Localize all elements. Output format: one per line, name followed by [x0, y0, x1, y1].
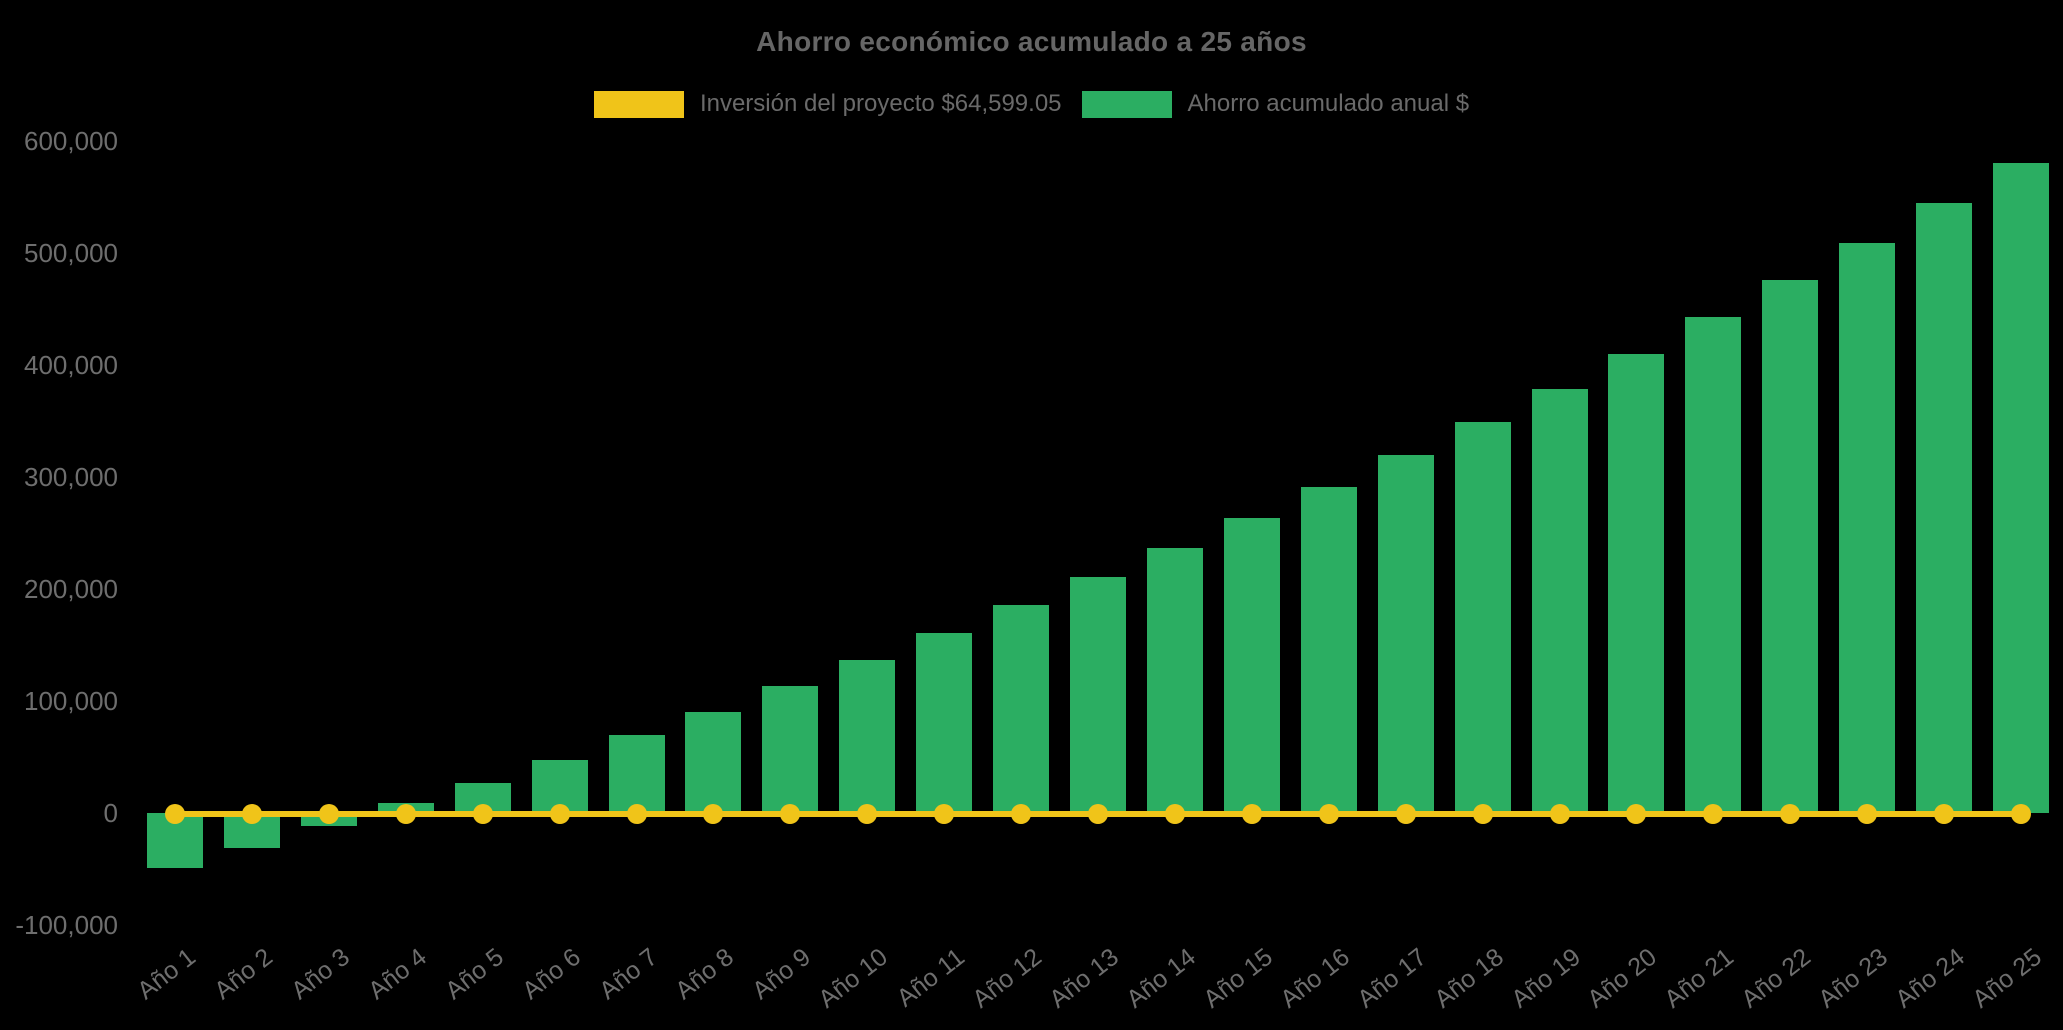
legend-swatch-yellow [593, 90, 684, 118]
bar-ano-20 [1608, 354, 1665, 813]
investment-point-ano-23 [1857, 804, 1878, 824]
investment-point-ano-7 [626, 804, 647, 824]
investment-point-ano-13 [1088, 804, 1109, 824]
investment-point-ano-3 [318, 804, 339, 824]
bar-ano-25 [1993, 162, 2050, 813]
investment-point-ano-20 [1626, 804, 1647, 824]
investment-point-ano-16 [1318, 804, 1339, 824]
legend-label-inversion: Inversión del proyecto $64,599.05 [699, 90, 1062, 117]
investment-point-ano-12 [1011, 804, 1032, 824]
bar-ano-17 [1377, 455, 1434, 813]
investment-point-ano-24 [1934, 804, 1955, 824]
bar-ano-9 [762, 685, 819, 813]
investment-point-ano-22 [1780, 804, 1801, 824]
investment-point-ano-2 [241, 804, 262, 824]
investment-point-ano-4 [395, 804, 416, 824]
y-axis-tick-label: 300,000 [24, 462, 118, 492]
y-axis-tick-label: 200,000 [24, 574, 118, 604]
y-axis-tick-label: 600,000 [24, 126, 118, 156]
bar-ano-7 [608, 735, 665, 813]
chart-legend: Inversión del proyecto $64,599.05 Ahorro… [0, 90, 2063, 118]
bar-ano-16 [1300, 487, 1357, 813]
investment-point-ano-21 [1703, 804, 1724, 824]
bar-ano-24 [1916, 203, 1973, 813]
bar-ano-19 [1531, 389, 1588, 813]
investment-point-ano-1 [165, 804, 185, 824]
bar-ano-15 [1223, 517, 1280, 813]
investment-point-ano-25 [2011, 804, 2032, 824]
investment-point-ano-18 [1472, 804, 1493, 824]
bar-ano-23 [1839, 242, 1896, 813]
legend-swatch-green [1081, 90, 1172, 118]
investment-point-ano-5 [472, 804, 493, 824]
bar-ano-13 [1070, 576, 1127, 813]
chart-title: Ahorro económico acumulado a 25 años [756, 26, 1307, 57]
investment-point-ano-10 [857, 804, 878, 824]
investment-point-ano-6 [549, 804, 570, 824]
legend-label-ahorro: Ahorro acumulado anual $ [1187, 90, 1470, 117]
y-axis-tick-label: -100,000 [15, 910, 118, 940]
investment-point-ano-14 [1164, 804, 1185, 824]
legend-item-ahorro[interactable]: Ahorro acumulado anual $ [1081, 90, 1470, 118]
investment-point-ano-8 [703, 804, 724, 824]
y-axis-tick-label: 500,000 [24, 238, 118, 268]
investment-point-ano-15 [1241, 804, 1262, 824]
investment-point-ano-17 [1395, 804, 1416, 824]
bar-ano-10 [839, 660, 896, 813]
bar-ano-11 [916, 633, 973, 813]
bar-ano-8 [685, 711, 742, 813]
y-axis-tick-label: 0 [103, 798, 118, 828]
investment-point-ano-9 [780, 804, 801, 824]
bar-ano-18 [1454, 422, 1511, 813]
bar-ano-21 [1685, 317, 1742, 813]
investment-point-ano-19 [1549, 804, 1570, 824]
investment-point-ano-11 [934, 804, 955, 824]
bar-ano-12 [993, 605, 1050, 813]
y-axis-tick-label: 400,000 [24, 350, 118, 380]
legend-item-inversion[interactable]: Inversión del proyecto $64,599.05 [593, 90, 1062, 118]
y-axis-tick-label: 100,000 [24, 686, 118, 716]
bar-ano-14 [1146, 547, 1203, 813]
bar-ano-22 [1762, 279, 1819, 813]
